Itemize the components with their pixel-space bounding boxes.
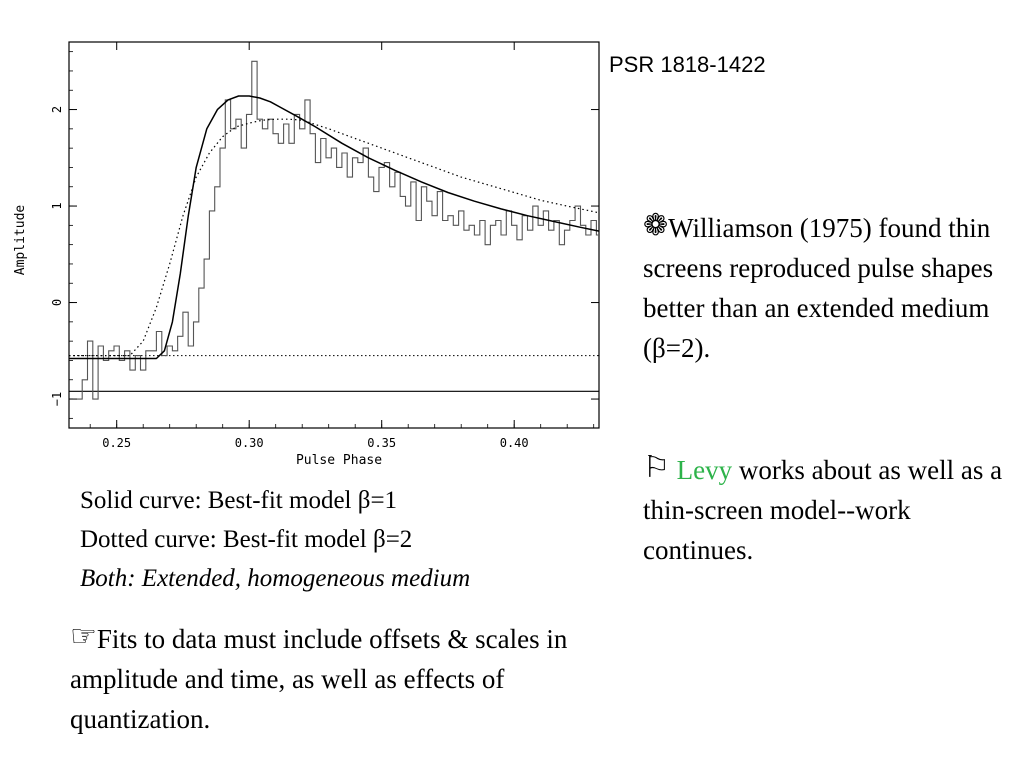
chart-title: PSR 1818-1422 xyxy=(609,52,766,77)
y-tick-label: 1 xyxy=(50,202,64,209)
y-tick-label: 0 xyxy=(50,299,64,306)
plot-frame xyxy=(68,41,600,429)
chart-caption: Solid curve: Best-fit model β=1 Dotted c… xyxy=(80,481,470,598)
x-tick-label: 0.40 xyxy=(500,436,529,450)
y-axis-label: Amplitude xyxy=(13,205,28,276)
caption-both: Both: Extended, homogeneous medium xyxy=(80,565,471,592)
note-levy-text: works about as well as a thin-screen mod… xyxy=(643,455,1003,565)
flower-icon: ❁ xyxy=(643,208,669,243)
caption-dotted-curve: Dotted curve: Best-fit model β=2 xyxy=(80,526,413,553)
y-tick-label: −1 xyxy=(50,392,64,406)
pointing-hand-icon: ☞ xyxy=(70,619,97,654)
x-tick-label: 0.30 xyxy=(235,436,264,450)
note-williamson: ❁Williamson (1975) found thin screens re… xyxy=(643,206,1013,368)
note-williamson-text: Williamson (1975) found thin screens rep… xyxy=(643,213,994,363)
x-tick-label: 0.35 xyxy=(367,436,396,450)
x-axis-label: Pulse Phase xyxy=(296,453,382,468)
note-levy: ⚐ Levy works about as well as a thin-scr… xyxy=(643,448,1013,570)
flag-icon: ⚐ xyxy=(643,450,670,485)
dotted-model-curve xyxy=(69,118,600,357)
levy-highlight: Levy xyxy=(676,455,733,485)
pulse-profile-chart: 0.25 0.30 0.35 0.40 −1 0 1 2 Pulse Phase Amplitud… xyxy=(13,41,600,468)
y-tick-label: 2 xyxy=(50,106,64,113)
x-tick-label: 0.25 xyxy=(102,436,131,450)
data-histogram xyxy=(76,60,599,400)
note-fits: ☞Fits to data must include offsets & sca… xyxy=(70,617,590,739)
caption-solid-curve: Solid curve: Best-fit model β=1 xyxy=(80,487,398,514)
solid-model-curve xyxy=(69,95,600,360)
note-fits-text: Fits to data must include offsets & scal… xyxy=(70,624,568,734)
